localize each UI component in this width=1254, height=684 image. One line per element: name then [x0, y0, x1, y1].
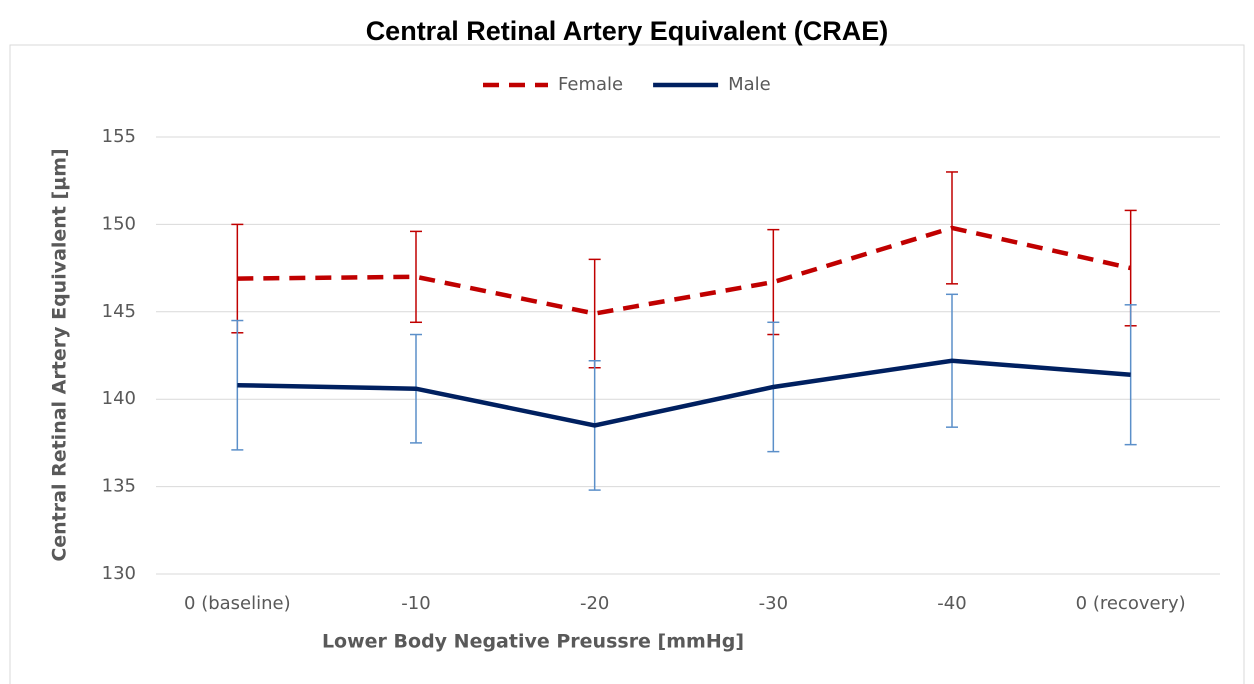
legend-label: Male — [728, 74, 771, 95]
y-tick-label: 145 — [102, 301, 136, 322]
x-tick-label: -40 — [937, 593, 966, 614]
error-bar — [410, 230, 422, 324]
chart-title: Central Retinal Artery Equivalent (CRAE) — [366, 16, 889, 46]
x-tick-label: 0 (recovery) — [1076, 593, 1186, 614]
y-tick-label: 140 — [102, 388, 136, 409]
y-tick-label: 155 — [102, 126, 136, 147]
x-tick-label: -10 — [401, 593, 430, 614]
series-line — [237, 358, 1131, 428]
x-axis-title: Lower Body Negative Preussre [mmHg] — [322, 631, 744, 653]
y-axis-title: Central Retinal Artery Equivalent [µm] — [49, 148, 71, 561]
series-line — [237, 225, 1132, 316]
chart-border — [9, 44, 1245, 684]
x-tick-label: -20 — [580, 593, 609, 614]
x-tick-label: 0 (baseline) — [184, 593, 291, 614]
legend-label: Female — [558, 74, 623, 95]
error-bar — [1124, 304, 1137, 446]
y-tick-label: 135 — [102, 476, 136, 497]
y-tick-label: 130 — [102, 563, 136, 584]
x-tick-label: -30 — [759, 593, 788, 614]
y-tick-label: 150 — [102, 213, 136, 234]
